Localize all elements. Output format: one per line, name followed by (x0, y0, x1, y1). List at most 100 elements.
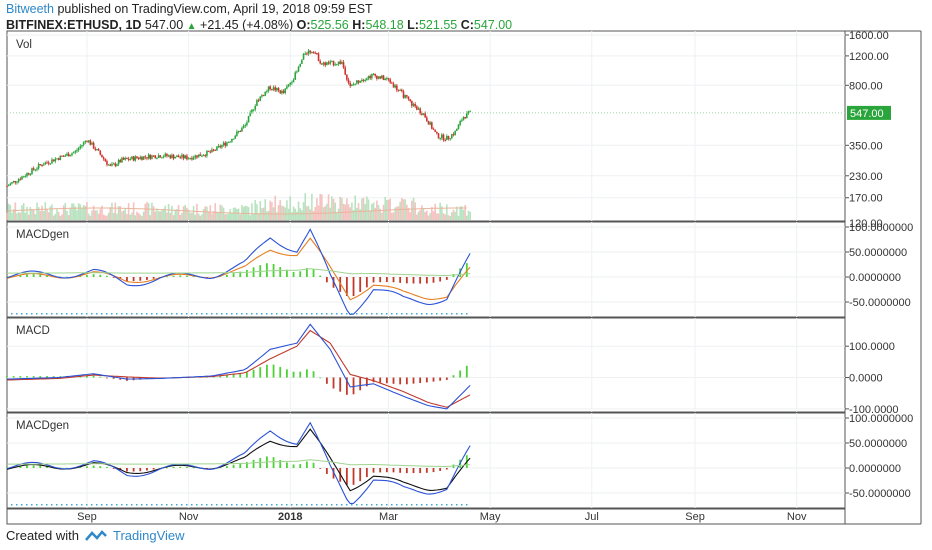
candle-body (44, 162, 47, 165)
histogram-bar (132, 468, 135, 472)
volume-bar (392, 212, 395, 220)
candle-body (374, 73, 376, 76)
candle-body (37, 164, 40, 169)
baseline-dot (106, 504, 108, 506)
tradingview-brand[interactable]: TradingView (112, 528, 185, 543)
baseline-dot (31, 313, 33, 315)
candle-body (89, 140, 92, 145)
volume-bar (91, 210, 93, 220)
volume-bar (69, 207, 72, 220)
volume-bar (202, 209, 205, 220)
volume-bar (102, 214, 105, 220)
volume-bar (309, 209, 312, 220)
histogram-bar (232, 374, 235, 378)
baseline-dot (401, 313, 403, 315)
baseline-dot (186, 313, 188, 315)
volume-bar (321, 194, 323, 220)
baseline-dot (121, 313, 123, 315)
volume-bar (369, 210, 371, 220)
panel-frame-2 (6, 317, 846, 413)
baseline-dot (66, 504, 68, 506)
histogram-bar (59, 376, 62, 378)
histogram-bar (32, 465, 35, 468)
histogram-bar (372, 468, 375, 473)
histogram-bar (186, 466, 188, 468)
volume-bar (462, 209, 465, 220)
baseline-dot (286, 504, 288, 506)
candle-body (356, 80, 358, 84)
volume-bar (267, 210, 270, 220)
candle-body (197, 154, 200, 158)
candle-body (236, 131, 238, 136)
panel-frame-1 (6, 221, 846, 318)
histogram-bar (352, 377, 355, 395)
histogram-bar (232, 464, 235, 468)
volume-bar (319, 193, 322, 220)
baseline-dot (301, 504, 303, 506)
histogram-bar (99, 466, 102, 468)
volume-bar (149, 215, 152, 220)
volume-bar (366, 196, 368, 220)
histogram-bar (385, 377, 388, 384)
baseline-dot (356, 313, 358, 315)
candle-body (377, 76, 380, 79)
histogram-bar (172, 466, 175, 468)
candle-body (16, 181, 18, 183)
osc-tick-label: -50.0000000 (849, 488, 911, 500)
volume-bar (29, 206, 32, 220)
histogram-bar (392, 377, 395, 384)
volume-bar (132, 202, 135, 220)
histogram-bar (59, 276, 62, 278)
baseline-dot (231, 313, 233, 315)
baseline-dot (401, 504, 403, 506)
candle-body (321, 63, 323, 65)
candle-body (191, 157, 193, 160)
histogram-bar (445, 277, 448, 280)
volume-bar (269, 200, 272, 220)
candle-body (416, 106, 418, 110)
volume-bar (189, 212, 192, 220)
candle-body (271, 89, 273, 91)
candle-body (229, 141, 232, 143)
x-tick-label: Nov (179, 511, 199, 523)
volume-bar (117, 206, 120, 220)
histogram-bar (325, 377, 328, 384)
baseline-dot (41, 313, 43, 315)
volume-bar (166, 212, 168, 220)
candle-body (146, 157, 148, 159)
baseline-dot (76, 504, 78, 506)
candle-body (372, 73, 375, 75)
baseline-dot (11, 504, 13, 506)
baseline-dot (391, 504, 393, 506)
author-link[interactable]: Bitweeth (6, 2, 54, 16)
volume-bar (116, 213, 118, 220)
volume-bar (297, 201, 300, 220)
candle-body (52, 159, 55, 162)
candle-body (297, 66, 300, 72)
candle-body (439, 138, 441, 140)
candle-body (352, 84, 355, 86)
last-price: 547.00 (144, 18, 184, 32)
histogram-bar (379, 377, 382, 383)
candle-body (349, 82, 351, 86)
low-value: 521.55 (418, 18, 458, 32)
baseline-dot (271, 504, 273, 506)
histogram-bar (272, 457, 275, 468)
baseline-dot (311, 313, 313, 315)
candle-body (336, 64, 338, 66)
candle-body (281, 90, 283, 94)
baseline-dot (136, 313, 138, 315)
volume-bar (444, 214, 446, 220)
candle-body (359, 81, 361, 83)
volume-bar (381, 212, 383, 220)
candle-body (57, 158, 60, 160)
volume-bar (281, 205, 283, 220)
baseline-dot (346, 504, 348, 506)
histogram-bar (385, 277, 388, 283)
candle-body (409, 99, 411, 101)
osc-tick-label: 50.0000000 (849, 247, 907, 259)
baseline-dot (151, 313, 153, 315)
volume-bar (11, 212, 13, 220)
histogram-bar (405, 277, 408, 284)
